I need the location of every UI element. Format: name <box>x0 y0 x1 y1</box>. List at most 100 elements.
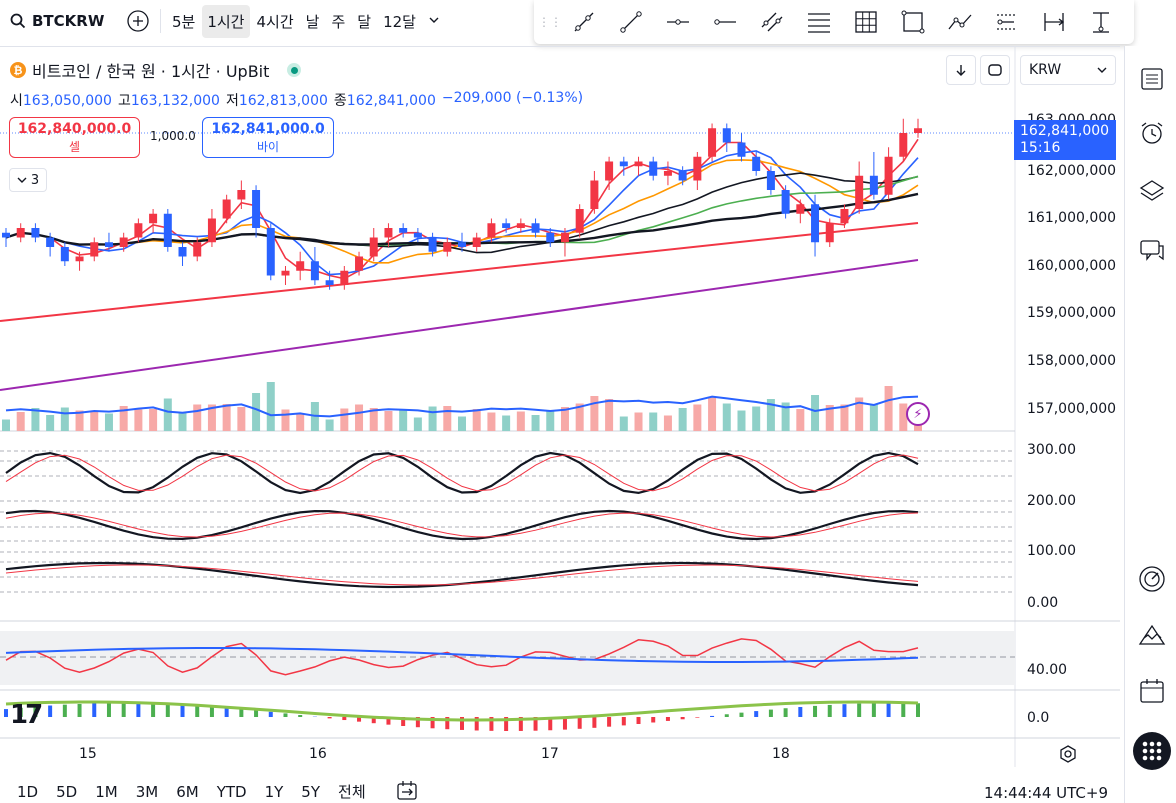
price-chart[interactable] <box>0 47 1120 767</box>
candle-body <box>399 228 408 233</box>
chat-button[interactable] <box>1137 236 1167 266</box>
candle-body <box>693 156 702 181</box>
momentum-bar <box>386 717 391 725</box>
grid-tool-button[interactable] <box>843 5 889 39</box>
order-quantity[interactable]: 1,000.0 <box>150 129 196 143</box>
volume-bars <box>2 382 922 431</box>
symbol-search-button[interactable]: BTCKRW <box>0 12 122 30</box>
anchored-text-tool-button[interactable] <box>1078 5 1124 39</box>
momentum-bar <box>106 703 111 717</box>
alerts-button[interactable] <box>1137 118 1167 148</box>
range-3m[interactable]: 3M <box>135 782 159 801</box>
candle-body <box>678 171 687 181</box>
lightning-icon[interactable]: ⚡ <box>906 402 930 426</box>
momentum-bar <box>474 717 479 731</box>
chart-area[interactable] <box>0 46 1120 767</box>
range-all[interactable]: 전체 <box>338 783 366 801</box>
rectangle-tool-button[interactable] <box>890 5 936 39</box>
range-5y[interactable]: 5Y <box>301 782 321 801</box>
candle-body <box>649 161 658 176</box>
range-ytd[interactable]: YTD <box>216 782 247 801</box>
indicators-collapse-button[interactable]: 3 <box>9 168 47 192</box>
watchlist-button[interactable] <box>1137 64 1167 94</box>
legend-title[interactable]: 비트코인 / 한국 원 · 1시간 · UpBit <box>32 62 270 81</box>
interval-dropdown[interactable] <box>423 6 445 36</box>
interval-1h[interactable]: 1시간 <box>202 4 250 38</box>
buy-button[interactable]: 162,841,000.0 바이 <box>202 117 334 158</box>
speed-button[interactable] <box>1137 564 1167 594</box>
volume-bar <box>796 409 805 431</box>
candle-body <box>413 232 422 238</box>
macd-signal-line <box>5 564 919 586</box>
fullscreen-button[interactable] <box>980 55 1010 85</box>
momentum-bar <box>92 703 97 717</box>
ideas-button[interactable] <box>1137 620 1167 650</box>
drag-handle-icon[interactable]: ⋮⋮ <box>538 15 562 29</box>
range-6m[interactable]: 6M <box>176 782 199 801</box>
axis-settings-button[interactable] <box>1058 744 1078 768</box>
range-5d[interactable]: 5D <box>56 782 78 801</box>
parallel-channel-tool-button[interactable] <box>749 5 795 39</box>
clock[interactable]: 14:44:44 UTC+9 <box>984 784 1108 802</box>
currency-select[interactable]: KRW <box>1020 55 1116 85</box>
interval-month[interactable]: 달 <box>357 12 372 31</box>
goto-date-button[interactable] <box>396 780 418 803</box>
path-tool-button[interactable] <box>937 5 983 39</box>
list-icon <box>1141 68 1163 90</box>
fullscreen-icon <box>988 64 1002 76</box>
y-axis-label: 200.00 <box>1027 493 1076 509</box>
layers-button[interactable] <box>1137 176 1167 206</box>
horizontal-line-tool-button[interactable] <box>655 5 701 39</box>
volume-bar <box>487 412 496 431</box>
volume-bar <box>722 403 731 431</box>
volume-bar <box>619 416 628 431</box>
interval-12m[interactable]: 12달 <box>383 12 416 31</box>
more-apps-button[interactable] <box>1133 732 1171 770</box>
volume-bar <box>605 399 614 431</box>
candle-body <box>384 228 393 238</box>
interval-week[interactable]: 주 <box>331 12 346 31</box>
momentum-bar <box>224 707 229 717</box>
trendline-tool-button[interactable] <box>608 5 654 39</box>
price-range-tool-button[interactable] <box>984 5 1030 39</box>
stochastic-k-line <box>5 451 919 495</box>
compare-symbol-button[interactable] <box>122 5 154 37</box>
sell-button[interactable]: 162,840,000.0 셀 <box>9 117 140 158</box>
momentum-bar <box>710 715 715 717</box>
symbol-name: BTCKRW <box>32 12 105 30</box>
horizontal-ray-tool-button[interactable] <box>702 5 748 39</box>
download-button[interactable] <box>946 55 976 85</box>
momentum-bar <box>209 706 214 717</box>
candle-body <box>75 256 84 262</box>
range-1d[interactable]: 1D <box>17 782 39 801</box>
candle-body <box>914 128 922 133</box>
volume-bar <box>2 419 10 431</box>
interval-4h[interactable]: 4시간 <box>256 12 294 31</box>
interval-5m[interactable]: 5분 <box>172 12 196 31</box>
tradingview-logo[interactable]: 17 <box>10 700 43 730</box>
calendar-button[interactable] <box>1137 676 1167 706</box>
volume-bar <box>193 404 202 431</box>
candle-body <box>428 237 437 252</box>
fib-retracement-tool-button[interactable] <box>796 5 842 39</box>
drawing-toolbar: ⋮⋮ <box>534 0 1134 44</box>
momentum-bar <box>48 705 53 717</box>
interval-day[interactable]: 날 <box>305 12 320 31</box>
momentum-bar <box>77 703 82 717</box>
momentum-bar <box>283 713 288 717</box>
date-range-icon <box>1044 13 1065 31</box>
stochastic-d-line <box>5 454 919 492</box>
ray-tool-button[interactable] <box>561 5 607 39</box>
candle-body <box>840 209 849 224</box>
momentum-bar <box>548 717 553 731</box>
buy-price: 162,841,000.0 <box>211 121 325 137</box>
x-axis-label: 17 <box>541 746 559 762</box>
volume-bar <box>546 411 555 431</box>
calendar-goto-icon <box>396 780 417 800</box>
range-1m[interactable]: 1M <box>95 782 118 801</box>
volume-bar <box>766 399 775 431</box>
range-1y[interactable]: 1Y <box>264 782 284 801</box>
date-range-tool-button[interactable] <box>1031 5 1077 39</box>
volume-bar <box>752 406 761 431</box>
candle-body <box>369 237 378 257</box>
